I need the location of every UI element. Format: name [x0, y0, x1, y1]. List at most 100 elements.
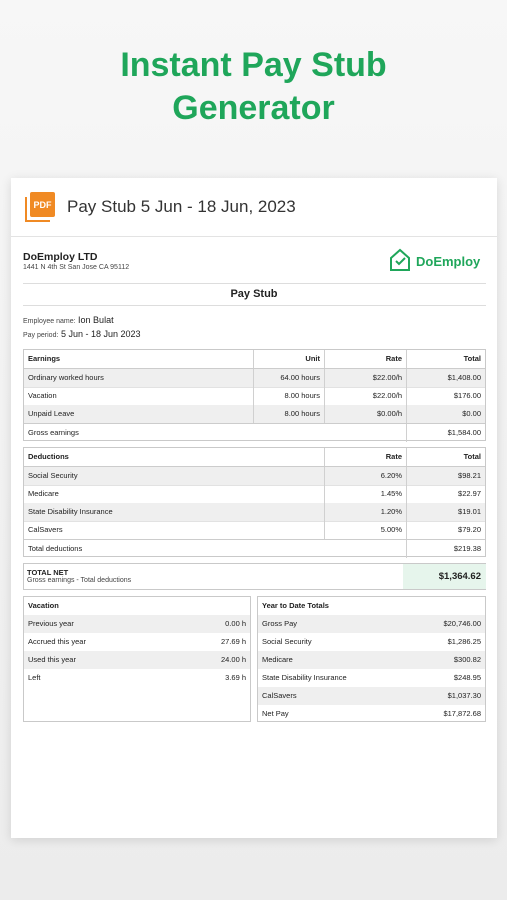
header-row: Earnings Unit Rate Total [24, 350, 485, 369]
box-row: Medicare $300.82 [258, 651, 485, 669]
table-cell: Social Security [28, 471, 78, 480]
table-cell: 1.45% [324, 485, 406, 503]
pdf-icon: PDF [25, 192, 55, 222]
box-label: Left [28, 673, 41, 682]
pdf-icon-label: PDF [34, 200, 53, 210]
summary-value: $219.38 [406, 540, 485, 558]
box-value: $248.95 [453, 673, 481, 682]
table-cell: 1.20% [324, 503, 406, 521]
pay-stub-card: PDF Pay Stub 5 Jun - 18 Jun, 2023 DoEmpl… [11, 178, 497, 838]
document-heading: Pay Stub 5 Jun - 18 Jun, 2023 [67, 197, 296, 216]
summary-label: Gross earnings [28, 428, 79, 437]
header-row: Deductions Rate Total [24, 448, 485, 467]
box-label: Previous year [28, 619, 74, 628]
summary-label: Total deductions [28, 544, 83, 553]
table-cell: $22.00/h [324, 387, 406, 405]
table-cell: $19.01 [406, 503, 485, 521]
table-cell: $22.97 [406, 485, 485, 503]
label: Employee name: [23, 318, 76, 325]
divider [23, 305, 486, 306]
company-address: 1441 N 4th St San Jose CA 95112 [23, 264, 130, 271]
table-cell: Unit [253, 350, 324, 368]
employee-name-line: Employee name: Ion Bulat [23, 315, 114, 325]
box-label: Medicare [262, 655, 293, 664]
table-row: State Disability Insurance 1.20% $19.01 [24, 503, 485, 522]
table-cell: 8.00 hours [253, 387, 324, 405]
box-value: 3.69 h [225, 673, 246, 682]
box-row: Used this year 24.00 h [24, 651, 250, 669]
summary-row: Total deductions $219.38 [24, 539, 485, 558]
logo-icon [390, 248, 410, 271]
table-cell: Rate [324, 350, 406, 368]
table-cell: $0.00 [406, 405, 485, 423]
summary-value: $1,584.00 [406, 424, 485, 442]
table-row: Unpaid Leave 8.00 hours $0.00/h $0.00 [24, 405, 485, 424]
value: Ion Bulat [78, 315, 114, 325]
table-cell: $0.00/h [324, 405, 406, 423]
box-row: State Disability Insurance $248.95 [258, 669, 485, 687]
table-cell: Earnings [28, 354, 61, 363]
table-cell: Rate [324, 448, 406, 466]
box-label: Used this year [28, 655, 76, 664]
box-title: Vacation [28, 601, 59, 610]
logo-text: DoEmploy [416, 254, 481, 269]
table-cell: Medicare [28, 489, 59, 498]
label: Pay period: [23, 332, 59, 339]
box-row: Net Pay $17,872.68 [258, 705, 485, 723]
table-cell: Total [406, 448, 485, 466]
table-cell: CalSavers [28, 525, 63, 534]
box-value: 0.00 h [225, 619, 246, 628]
section-title: Pay Stub [230, 288, 278, 300]
box-value: $1,037.30 [447, 691, 481, 700]
box-value: 27.69 h [220, 637, 246, 646]
table-row: Social Security 6.20% $98.21 [24, 467, 485, 486]
table-cell: $176.00 [406, 387, 485, 405]
box-row: Social Security $1,286.25 [258, 633, 485, 651]
table-cell: Vacation [28, 391, 57, 400]
vacation-box: Vacation Previous year 0.00 h Accrued this … [23, 596, 251, 722]
table-cell: Unpaid Leave [28, 409, 75, 418]
box-row: Left 3.69 h [24, 669, 250, 687]
box-value: $300.82 [453, 655, 481, 664]
value: 5 Jun - 18 Jun 2023 [60, 329, 141, 339]
divider [23, 283, 486, 284]
table-cell: Deductions [28, 452, 69, 461]
earnings-table: Earnings Unit Rate Total Ordinary worked hou… [23, 349, 486, 442]
table-cell: State Disability Insurance [28, 507, 113, 516]
box-label: CalSavers [262, 691, 297, 700]
summary-row: Gross earnings $1,584.00 [24, 423, 485, 442]
table-cell: $79.20 [406, 521, 485, 539]
table-cell: 6.20% [324, 467, 406, 485]
box-label: Social Security [262, 637, 312, 646]
box-value: $17,872.68 [443, 709, 481, 718]
table-cell: $22.00/h [324, 369, 406, 387]
table-cell: 5.00% [324, 521, 406, 539]
deductions-table: Deductions Rate Total Social Security 6.20% $… [23, 447, 486, 558]
table-cell: 8.00 hours [253, 405, 324, 423]
table-row: CalSavers 5.00% $79.20 [24, 521, 485, 540]
table-row: Vacation 8.00 hours $22.00/h $176.00 [24, 387, 485, 406]
table-cell: Ordinary worked hours [28, 373, 104, 382]
box-label: State Disability Insurance [262, 673, 347, 682]
box-row: Previous year 0.00 h [24, 615, 250, 633]
company-name: DoEmploy LTD [23, 251, 98, 263]
ytd-box: Year to Date Totals Gross Pay $20,746.00 So… [257, 596, 486, 722]
box-label: Gross Pay [262, 619, 298, 628]
box-value: $20,746.00 [443, 619, 481, 628]
box-title: Year to Date Totals [262, 601, 329, 610]
table-cell: 64.00 hours [253, 369, 324, 387]
table-cell: $1,408.00 [406, 369, 485, 387]
table-row: Medicare 1.45% $22.97 [24, 485, 485, 504]
total-net-note: Gross earnings - Total deductions [27, 577, 132, 584]
box-value: $1,286.25 [447, 637, 481, 646]
box-value: 24.00 h [220, 655, 246, 664]
table-cell: Total [406, 350, 485, 368]
divider [11, 236, 497, 237]
total-net: TOTAL NET Gross earnings - Total deducti… [23, 563, 486, 590]
box-label: Net Pay [262, 709, 289, 718]
box-label: Accrued this year [28, 637, 86, 646]
box-row: Accrued this year 27.69 h [24, 633, 250, 651]
table-cell: $98.21 [406, 467, 485, 485]
box-row: Gross Pay $20,746.00 [258, 615, 485, 633]
